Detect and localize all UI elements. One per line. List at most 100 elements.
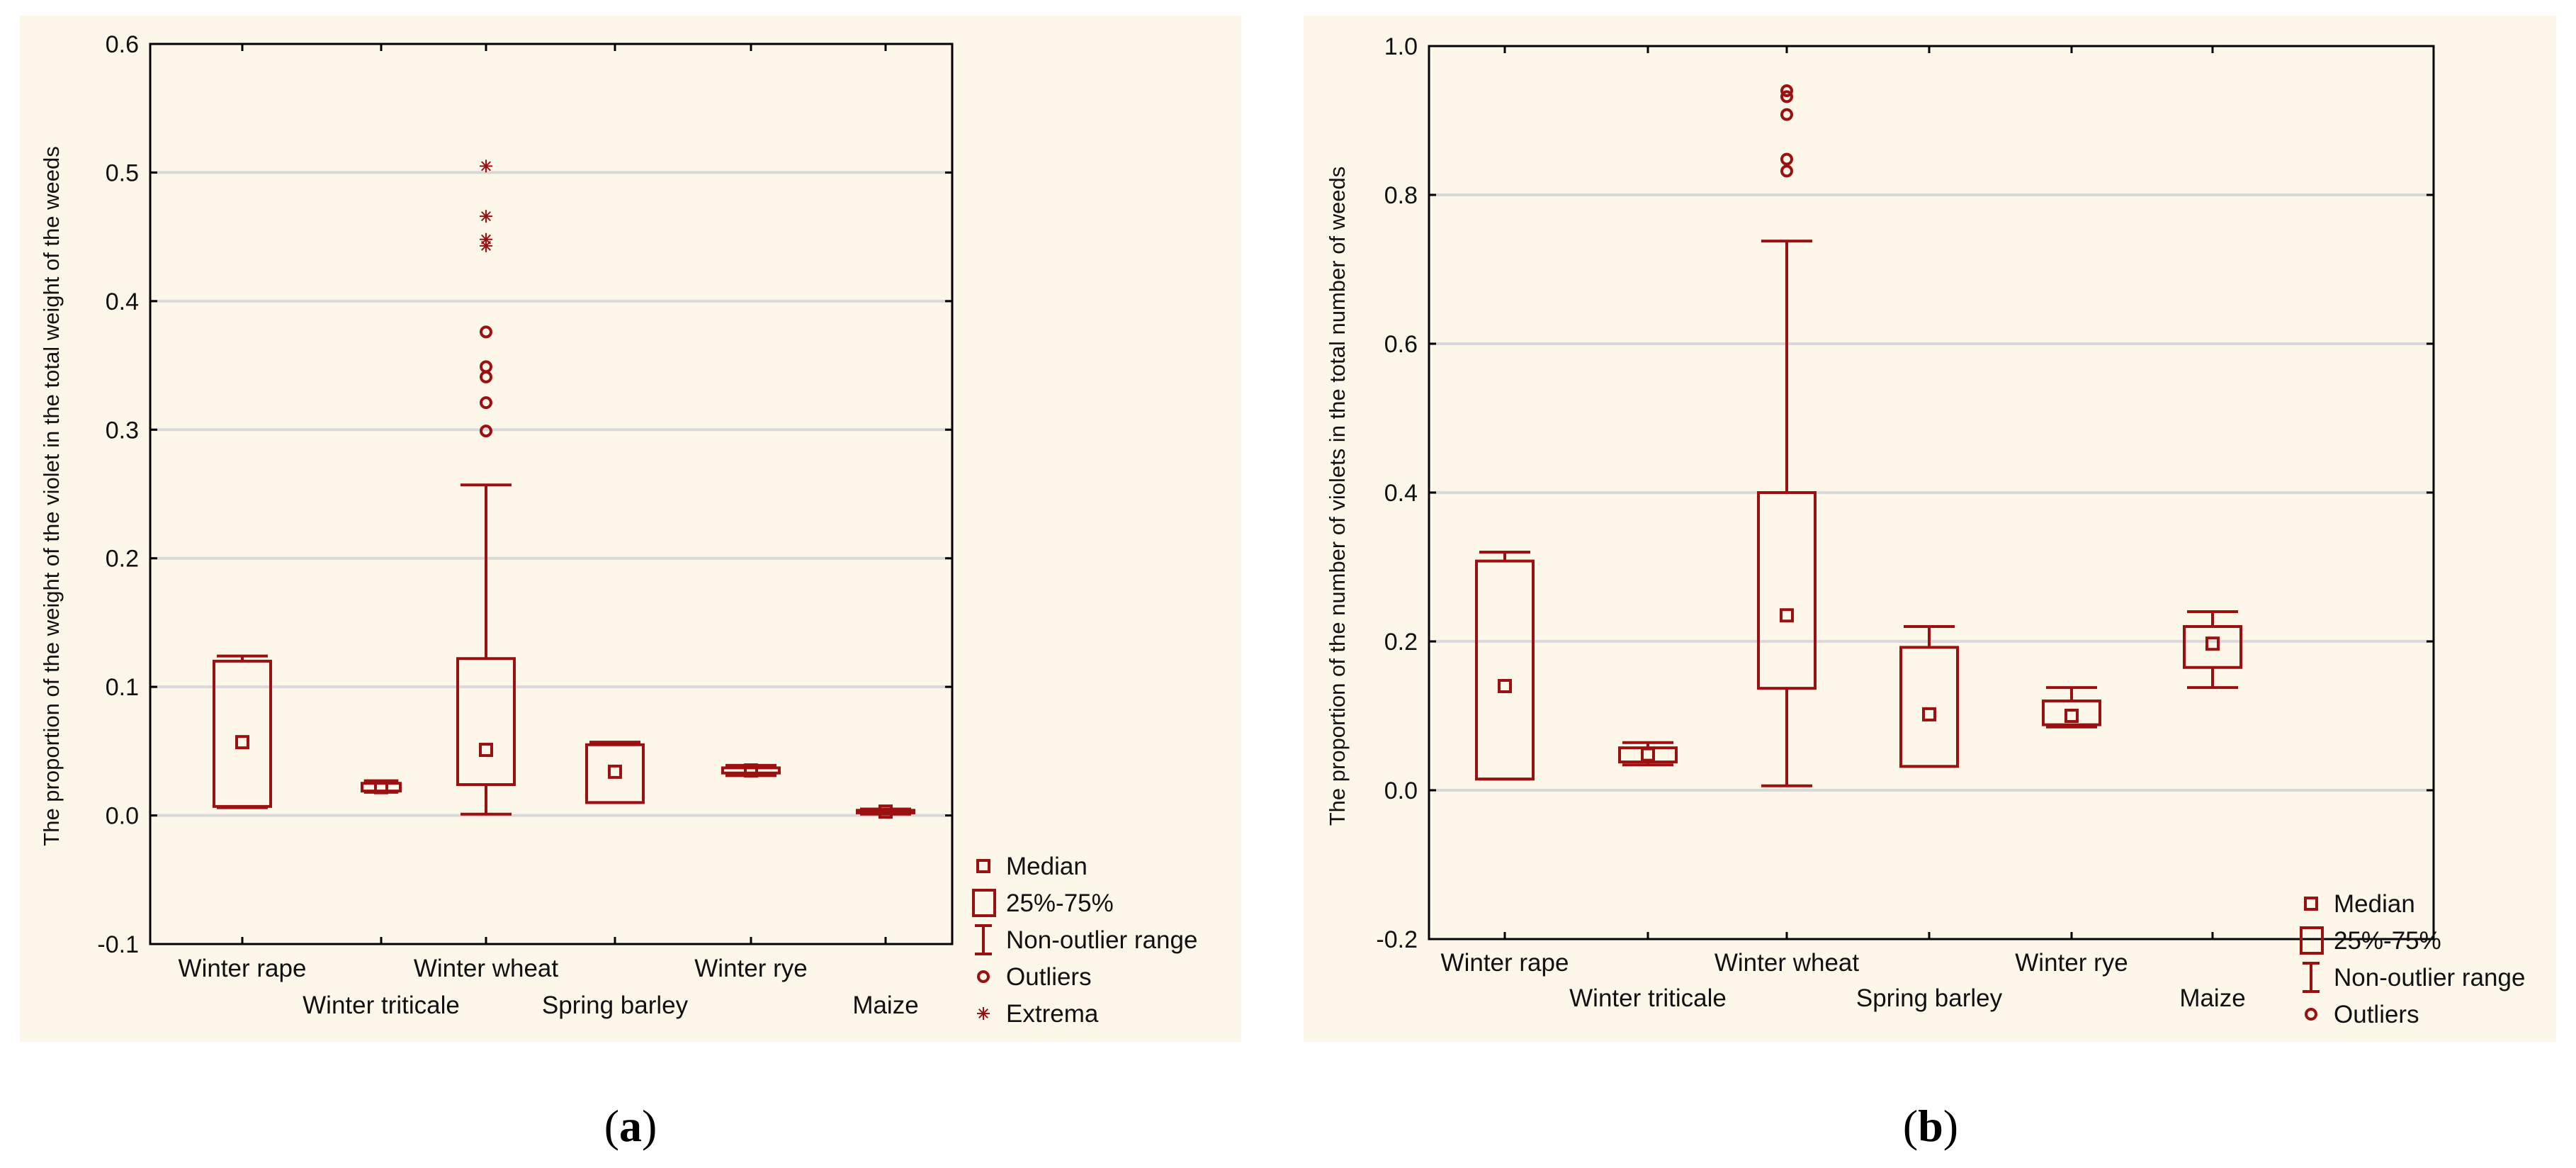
median-marker	[235, 735, 249, 750]
panel-a-boxes	[213, 159, 915, 819]
panel-a-y-axis-label: The proportion of the weight of the viol…	[39, 146, 64, 846]
caption-a: (a)	[604, 1101, 657, 1151]
panel-b-y-ticks: -0.2 0.0 0.2 0.4 0.6 0.8 1.0	[1376, 33, 2434, 953]
y-tick-label: 0.5	[106, 159, 139, 186]
median-marker	[744, 763, 758, 778]
outlier-point	[1780, 164, 1793, 178]
panel-a-x-categories: Winter rape Winter triticale Winter wheat S…	[179, 44, 919, 1019]
caption-b-letter: b	[1918, 1101, 1943, 1151]
panel-b: -0.20.00.20.40.60.81.0 Winter rapeWinter…	[1304, 16, 2556, 1042]
box-5	[721, 763, 781, 778]
extreme-stroke	[480, 234, 492, 245]
iqr-box	[585, 743, 645, 804]
median-marker	[1780, 608, 1794, 623]
panel-a-y-ticks: -0.1 0.0 0.1 0.2 0.3 0.4 0.5 0.6	[97, 31, 952, 958]
caption-a-close: )	[642, 1101, 657, 1151]
y-tick-label: 0.6	[1384, 331, 1418, 358]
category-label: Winter rye	[694, 955, 807, 982]
median-marker	[1641, 747, 1655, 762]
y-tick-label: 0.4	[106, 288, 139, 315]
panel-b-legend: Median 25%-75% Non-outlier range Outliers	[2300, 890, 2525, 1028]
y-tick-label: 0.2	[106, 546, 139, 573]
category-label: Winter rape	[179, 955, 307, 982]
box-2	[1618, 741, 1678, 767]
caption-b-close: )	[1943, 1101, 1958, 1151]
extreme-stroke	[480, 211, 492, 222]
legend-label: Extrema	[1006, 1000, 1099, 1028]
median-marker	[608, 764, 622, 779]
category-label: Winter rye	[2015, 949, 2128, 977]
box-3	[456, 159, 516, 816]
panel-b-plot-frame	[1428, 45, 2435, 940]
median-marker	[1498, 679, 1512, 693]
y-tick-label: 0.0	[1384, 777, 1418, 804]
y-tick-label: -0.1	[97, 931, 139, 958]
legend-label: Median	[1006, 853, 1088, 880]
extreme-stroke	[480, 161, 492, 172]
outlier-point	[480, 360, 492, 374]
y-tick-label: 0.4	[1384, 480, 1418, 507]
legend-label: Non-outlier range	[2334, 964, 2525, 992]
extreme-point	[480, 159, 492, 173]
panel-a-legend: Median 25%-75% Non-outlier range Outliers Ex…	[972, 853, 1197, 1028]
legend-median-symbol	[2304, 897, 2318, 911]
box-6	[856, 804, 915, 819]
category-label: Maize	[2179, 984, 2245, 1012]
box-1	[213, 654, 272, 809]
legend-label: Outliers	[1006, 963, 1092, 991]
box-2	[361, 779, 402, 794]
y-tick-label: 1.0	[1384, 33, 1418, 60]
panel-a-gridlines	[150, 171, 952, 817]
caption-a-letter: a	[619, 1101, 642, 1151]
panel-a-plot-frame	[149, 43, 954, 945]
category-label: Maize	[852, 992, 918, 1019]
legend-box-symbol	[2300, 926, 2324, 955]
outlier-point	[1780, 108, 1793, 121]
legend-box-symbol	[972, 889, 996, 917]
iqr-box	[721, 766, 781, 775]
panel-b-boxes	[1475, 84, 2242, 787]
y-tick-label: 0.6	[106, 31, 139, 58]
extreme-point	[480, 210, 492, 223]
legend-label: Non-outlier range	[1006, 926, 1197, 954]
box-4	[585, 741, 645, 804]
legend-label: Median	[2334, 890, 2415, 918]
caption-b: (b)	[1903, 1101, 1958, 1151]
extreme-point	[480, 232, 492, 246]
median-marker	[879, 804, 893, 819]
y-tick-label: 0.0	[106, 803, 139, 830]
legend-label: 25%-75%	[1006, 889, 1114, 917]
category-label: Winter triticale	[1569, 984, 1727, 1012]
category-label: Winter wheat	[414, 955, 559, 982]
y-tick-label: 0.2	[1384, 629, 1418, 656]
median-marker	[2064, 709, 2079, 723]
iqr-box	[1475, 559, 1535, 781]
legend-label: Outliers	[2334, 1001, 2419, 1028]
legend-outlier-symbol	[2305, 1008, 2317, 1021]
box-1	[1475, 551, 1535, 781]
panel-b-y-axis-label: The proportion of the number of violets …	[1325, 167, 1350, 826]
category-label: Winter wheat	[1714, 949, 1860, 977]
y-tick-label: 0.3	[106, 417, 139, 444]
panel-a: -0.10.00.10.20.30.40.50.6 Winter rapeWin…	[20, 16, 1241, 1042]
box-3	[1757, 84, 1817, 787]
panel-a-background	[20, 16, 1241, 1042]
outlier-point	[480, 396, 492, 410]
category-label: Spring barley	[1856, 984, 2003, 1012]
box-4	[1899, 625, 1959, 768]
panel-b-background	[1304, 16, 2556, 1042]
y-tick-label: 0.8	[1384, 182, 1418, 209]
iqr-box	[2042, 700, 2101, 726]
median-marker	[1922, 707, 1936, 721]
box-6	[2183, 610, 2242, 690]
iqr-box	[213, 659, 272, 808]
category-label: Winter rape	[1441, 949, 1569, 977]
legend-outlier-symbol	[977, 970, 990, 983]
y-tick-label: 0.1	[106, 674, 139, 701]
iqr-box	[361, 782, 402, 793]
outlier-point	[1780, 152, 1793, 166]
legend-extreme-symbol	[977, 1007, 990, 1020]
iqr-box	[856, 809, 915, 814]
